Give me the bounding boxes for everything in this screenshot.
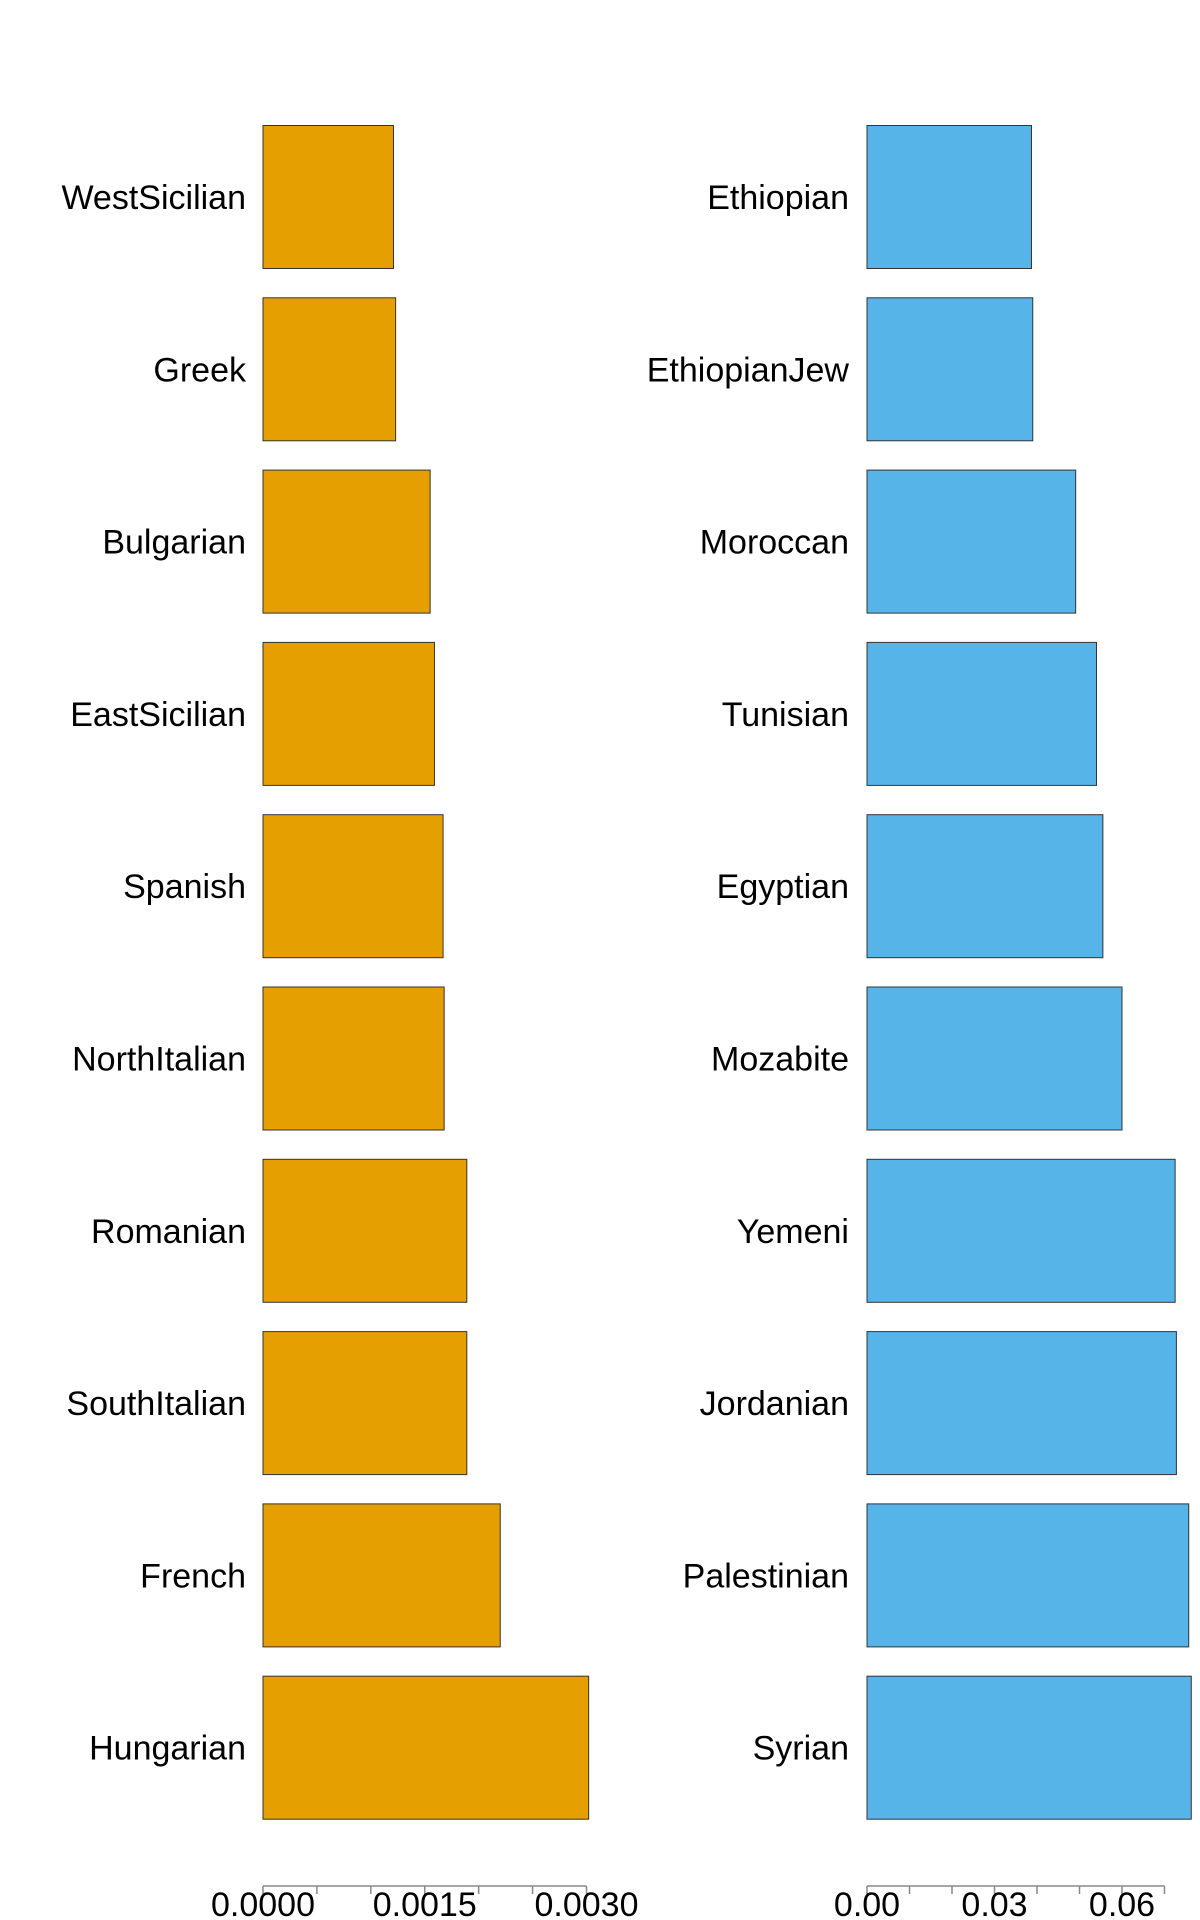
x-tick-label: 0.0000 bbox=[211, 1886, 315, 1920]
category-label: Syrian bbox=[753, 1730, 849, 1768]
category-label: Moroccan bbox=[700, 524, 849, 562]
bar-EthiopianJew bbox=[866, 297, 1034, 442]
category-label: SouthItalian bbox=[66, 1385, 246, 1423]
category-label: NorthItalian bbox=[72, 1041, 246, 1079]
category-label: Ethiopian bbox=[707, 179, 849, 217]
bar-NorthItalian bbox=[262, 986, 445, 1131]
bar-SouthItalian bbox=[262, 1331, 468, 1476]
bar-Egyptian bbox=[866, 814, 1104, 959]
category-label: EastSicilian bbox=[70, 696, 246, 734]
bar-Mozabite bbox=[866, 986, 1123, 1131]
x-tick-label: 0.00 bbox=[834, 1886, 900, 1920]
bar-French bbox=[262, 1503, 501, 1648]
bar-Jordanian bbox=[866, 1331, 1177, 1476]
x-tick-label: 0.06 bbox=[1089, 1886, 1155, 1920]
bar-Bulgarian bbox=[262, 469, 431, 614]
category-label: French bbox=[140, 1557, 246, 1595]
x-tick-label: 0.0030 bbox=[535, 1886, 639, 1920]
bar-EastSicilian bbox=[262, 641, 435, 786]
bar-Syrian bbox=[866, 1675, 1192, 1820]
bar-WestSicilian bbox=[262, 125, 394, 269]
bar-Romanian bbox=[262, 1158, 468, 1303]
category-label: Romanian bbox=[91, 1213, 246, 1251]
bar-Tunisian bbox=[866, 641, 1097, 786]
category-label: Tunisian bbox=[722, 696, 849, 734]
category-label: Yemeni bbox=[737, 1213, 849, 1251]
category-label: EthiopianJew bbox=[647, 351, 850, 389]
category-label: Mozabite bbox=[711, 1041, 849, 1079]
bar-Yemeni bbox=[866, 1158, 1176, 1303]
bar-Moroccan bbox=[866, 469, 1077, 614]
bar-Hungarian bbox=[262, 1675, 590, 1820]
x-tick-label: 0.0015 bbox=[373, 1886, 477, 1920]
x-tick-label: 0.03 bbox=[961, 1886, 1027, 1920]
category-label: Spanish bbox=[123, 868, 246, 906]
panel-2: Ethiopian EthiopianJew Moroccan Tunisian Egy… bbox=[647, 125, 1192, 1920]
category-label: Jordanian bbox=[700, 1385, 849, 1423]
bar-Palestinian bbox=[866, 1503, 1190, 1648]
panel-1: WestSicilian Greek Bulgarian EastSicilian Sp… bbox=[61, 125, 639, 1920]
category-label: Greek bbox=[153, 351, 247, 389]
category-label: Hungarian bbox=[89, 1730, 246, 1768]
bar-Spanish bbox=[262, 814, 444, 959]
category-label: WestSicilian bbox=[61, 179, 246, 217]
category-label: Egyptian bbox=[717, 868, 849, 906]
bar-Greek bbox=[262, 297, 397, 442]
bar-Ethiopian bbox=[866, 125, 1032, 269]
category-label: Palestinian bbox=[683, 1557, 849, 1595]
category-label: Bulgarian bbox=[102, 524, 246, 562]
